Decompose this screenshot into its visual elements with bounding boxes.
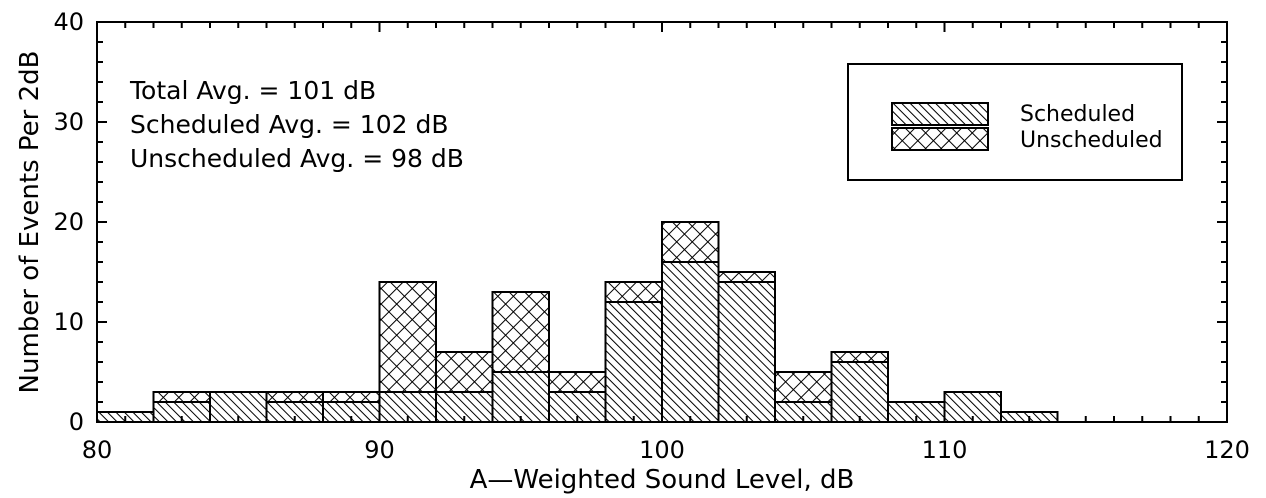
x-tick-label: 100 (639, 436, 685, 464)
legend: Scheduled Unscheduled (847, 63, 1183, 181)
bar-unscheduled (774, 371, 833, 403)
x-tick-labels: 80 90 100 110 120 (82, 436, 1250, 464)
y-tick-label: 20 (53, 208, 84, 236)
plot-frame (96, 21, 1228, 423)
y-tick-label: 0 (69, 408, 84, 436)
bar-scheduled (830, 361, 889, 423)
bar-scheduled (604, 301, 663, 423)
y-tick-labels: 0 10 20 30 40 (53, 8, 84, 436)
bar-scheduled (661, 261, 720, 423)
bar-unscheduled (378, 281, 437, 393)
y-tick-label: 40 (53, 8, 84, 36)
x-tick-label: 110 (922, 436, 968, 464)
annotation-unscheduled-avg: Unscheduled Avg. = 98 dB (130, 144, 464, 173)
bar-unscheduled (548, 371, 607, 393)
legend-swatch-unscheduled (891, 127, 989, 151)
bar-scheduled (491, 371, 550, 423)
x-tick-label: 120 (1204, 436, 1250, 464)
bar-unscheduled (322, 391, 381, 403)
x-tick-label: 80 (82, 436, 113, 464)
bar-unscheduled (152, 391, 211, 403)
annotation-scheduled-avg: Scheduled Avg. = 102 dB (130, 110, 448, 139)
annotations: Total Avg. = 101 dB Scheduled Avg. = 102… (129, 76, 464, 173)
y-tick-label: 10 (53, 308, 84, 336)
bar-unscheduled (661, 221, 720, 263)
legend-label-scheduled: Scheduled (1020, 102, 1135, 127)
y-axis-label: Number of Events Per 2dB (15, 51, 45, 394)
bar-unscheduled (435, 351, 494, 393)
bar-unscheduled (717, 271, 776, 283)
bar-unscheduled (491, 291, 550, 373)
bar-scheduled (717, 281, 776, 423)
bar-unscheduled (265, 391, 324, 403)
x-tick-label: 90 (364, 436, 395, 464)
bars-layer (96, 221, 1059, 423)
bar-unscheduled (604, 281, 663, 303)
y-tick-label: 30 (53, 108, 84, 136)
x-axis-label: A—Weighted Sound Level, dB (470, 465, 855, 495)
legend-label-unscheduled: Unscheduled (1020, 128, 1163, 153)
legend-swatch-scheduled (891, 102, 989, 126)
bar-unscheduled (830, 351, 889, 363)
annotation-total-avg: Total Avg. = 101 dB (129, 76, 376, 105)
